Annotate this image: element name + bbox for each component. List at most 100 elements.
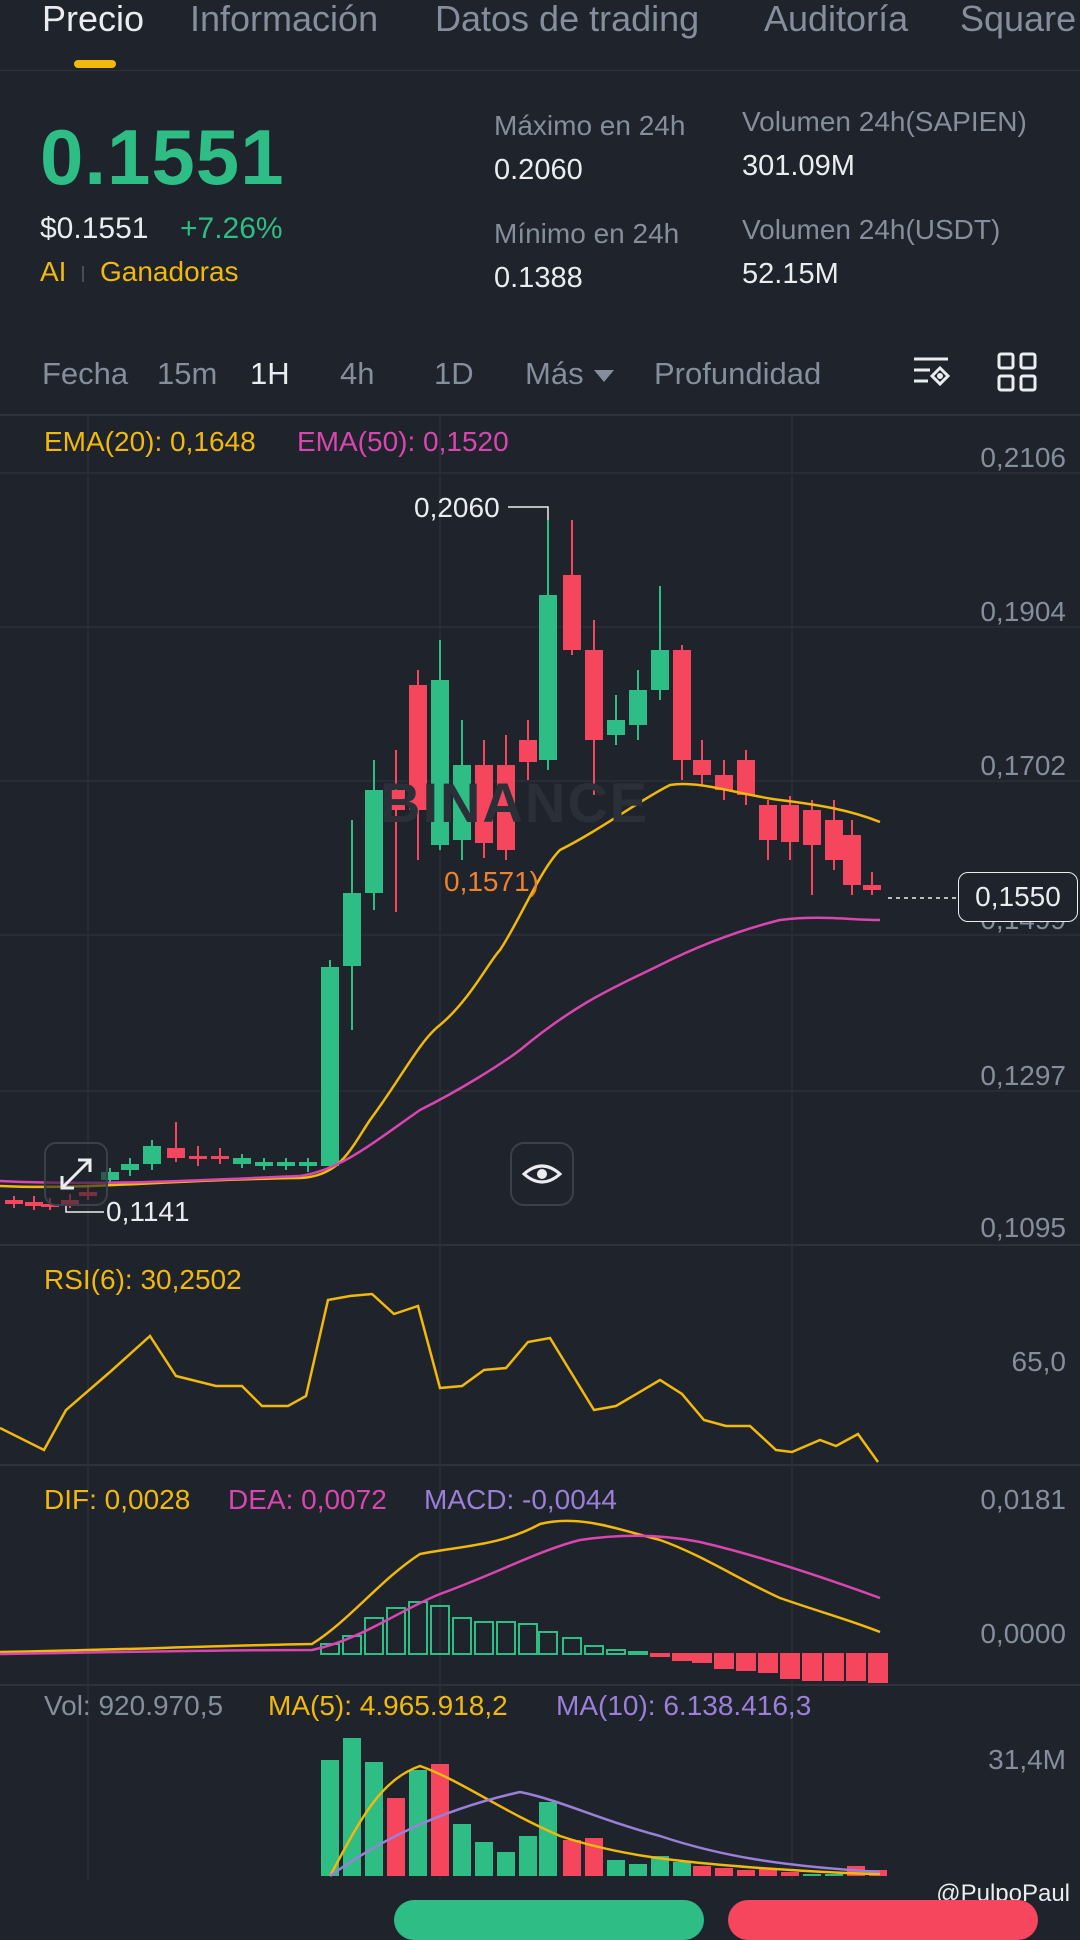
dea-legend: DEA: 0,0072: [228, 1484, 387, 1515]
ema20-legend: EMA(20): 0,1648: [44, 426, 256, 457]
tab-price[interactable]: Precio: [42, 0, 145, 39]
tab-square[interactable]: Square: [960, 0, 1077, 39]
macd-histogram-bar: [584, 1645, 604, 1655]
sell-button[interactable]: [728, 1900, 1038, 1940]
interval-1h[interactable]: 1H: [250, 356, 290, 391]
ema20-line: [0, 782, 881, 1189]
vol-ma5-line: [328, 1764, 881, 1877]
top-tab-bar: Precio Información Datos de trading Audi…: [0, 0, 1080, 71]
volume-bar: [693, 1866, 711, 1876]
volume-quote-value: 52.15M: [742, 258, 839, 290]
tab-audit[interactable]: Auditoría: [764, 0, 909, 39]
fullscreen-button[interactable]: [44, 1142, 108, 1206]
volume-bar: [825, 1874, 843, 1876]
binance-watermark: BINANCE: [380, 771, 650, 834]
expand-icon: [60, 1158, 92, 1190]
interval-15m[interactable]: 15m: [157, 356, 218, 391]
price-change: +7.26%: [180, 212, 283, 245]
candlestick-series: [5, 520, 881, 1210]
candle-body: [189, 1156, 207, 1159]
price-axis-0: 0,2106: [980, 442, 1066, 473]
high-24h-label: Máximo en 24h: [494, 110, 686, 141]
high-low-markers: [65, 506, 549, 1213]
rsi-legend: RSI(6): 30,2502: [44, 1264, 242, 1295]
volume-bar: [497, 1852, 515, 1876]
rsi-line: [0, 1292, 880, 1463]
volume-quote-label: Volumen 24h(USDT): [742, 214, 1001, 245]
macd-histogram-bar: [538, 1631, 558, 1655]
layout-grid-icon[interactable]: [995, 350, 1039, 394]
macd-histogram-bar: [518, 1623, 538, 1655]
candle-body: [475, 765, 493, 843]
interval-date[interactable]: Fecha: [42, 356, 129, 391]
vol-ma10-line: [329, 1790, 881, 1878]
macd-histogram-bar: [802, 1653, 822, 1681]
tag-gainers[interactable]: Ganadoras: [100, 256, 239, 287]
candle-body: [825, 820, 843, 860]
interval-4h[interactable]: 4h: [340, 356, 375, 391]
buy-button[interactable]: [394, 1900, 704, 1940]
vol-ma5-legend: MA(5): 4.965.918,2: [268, 1690, 508, 1721]
macd-histogram-bar: [868, 1653, 888, 1683]
macd-axis-top: 0,0181: [980, 1484, 1066, 1515]
candle-body: [211, 1156, 229, 1159]
volume-bar: [673, 1862, 691, 1876]
candle-body: [497, 765, 515, 850]
candle-body: [431, 680, 449, 845]
interval-more[interactable]: Más: [525, 356, 584, 391]
active-tab-indicator: [74, 60, 116, 68]
volume-series: [321, 1738, 887, 1878]
tab-info[interactable]: Información: [190, 0, 379, 39]
rsi-line: [0, 1292, 880, 1463]
candle-body: [5, 1200, 23, 1204]
volume-bar: [715, 1868, 733, 1876]
macd-histogram-bar: [364, 1617, 384, 1655]
volume-bar: [651, 1856, 669, 1876]
volume-bar: [737, 1870, 755, 1876]
tag-divider: [82, 266, 84, 282]
volume-legend: Vol: 920.970,5: [44, 1690, 224, 1721]
low-24h-label: Mínimo en 24h: [494, 218, 680, 249]
ema50-legend: EMA(50): 0,1520: [297, 426, 509, 457]
interval-1d[interactable]: 1D: [434, 356, 474, 391]
candle-body: [843, 835, 861, 885]
macd-histogram-bar: [408, 1601, 428, 1655]
dea-line: [0, 1534, 881, 1656]
candle-body: [651, 650, 669, 690]
candle-body: [343, 893, 361, 966]
macd-histogram-bar: [692, 1653, 712, 1663]
vol-ma10-legend: MA(10): 6.138.416,3: [556, 1690, 812, 1721]
candle-body: [25, 1202, 43, 1206]
candle-body: [759, 805, 777, 840]
price-usd: $0.1551: [40, 212, 149, 245]
volume-bar: [607, 1860, 625, 1876]
candle-body: [519, 740, 537, 762]
tab-trading-data[interactable]: Datos de trading: [435, 0, 700, 39]
macd-histogram-bar: [736, 1653, 756, 1671]
tag-ai[interactable]: AI: [40, 256, 67, 287]
macd-histogram-bar: [430, 1605, 450, 1655]
macd-histogram-bar: [452, 1617, 472, 1655]
volume-bar: [475, 1842, 493, 1876]
volume-base-value: 301.09M: [742, 150, 855, 182]
macd-histogram-bar: [628, 1651, 648, 1655]
interval-depth[interactable]: Profundidad: [654, 356, 822, 391]
last-price: 0.1551: [40, 113, 285, 201]
macd-histogram-bar: [562, 1637, 582, 1655]
candle-body: [781, 805, 799, 842]
candle-body: [607, 720, 625, 735]
ema-lines: [0, 782, 956, 1189]
candle-body: [803, 810, 821, 845]
volume-bar: [519, 1836, 537, 1876]
macd-histogram-bar: [824, 1653, 844, 1681]
macd-histogram-bar: [496, 1621, 516, 1655]
candle-body: [409, 685, 427, 810]
indicator-settings-icon[interactable]: [910, 350, 954, 394]
volume-bar: [781, 1872, 799, 1876]
interval-bar: Fecha 15m 1H 4h 1D Más Profundidad: [0, 340, 1080, 415]
candle-body: [299, 1162, 317, 1166]
toggle-visibility-button[interactable]: [510, 1142, 574, 1206]
candle-body: [715, 775, 733, 790]
candle-body: [167, 1148, 185, 1158]
